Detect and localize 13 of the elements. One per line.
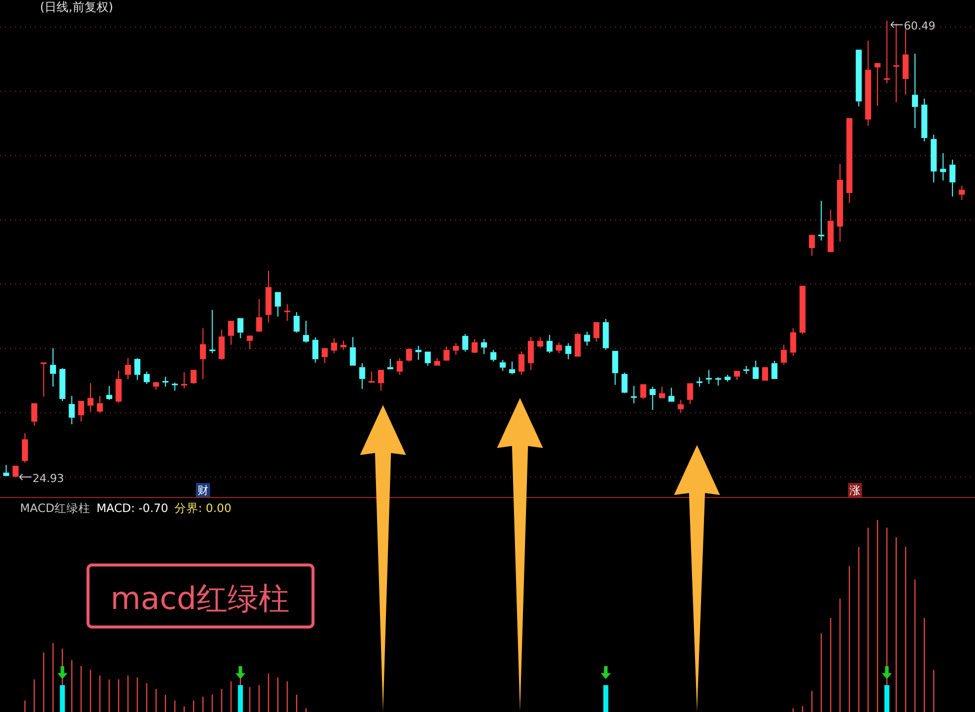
bar xyxy=(238,685,243,712)
bar xyxy=(60,685,65,712)
chart-title: MACD红绿柱 xyxy=(20,501,90,515)
text: 财 xyxy=(198,484,208,497)
chart-title: (日线,前复权) xyxy=(40,0,114,14)
text: 涨 xyxy=(850,484,860,497)
text: MACD: -0.70 xyxy=(96,501,168,515)
annotation: macd红绿柱 xyxy=(110,581,290,617)
annotation: 60.49 xyxy=(904,20,936,33)
text: 分界: 0.00 xyxy=(174,501,232,515)
annotation: 24.93 xyxy=(32,472,64,485)
bar xyxy=(884,685,890,712)
bar xyxy=(603,685,608,712)
